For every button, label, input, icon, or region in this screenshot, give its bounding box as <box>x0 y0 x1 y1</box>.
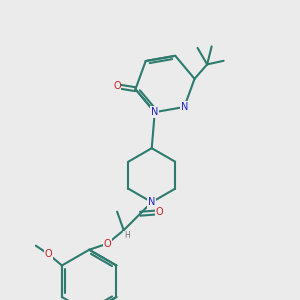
Text: N: N <box>148 197 155 207</box>
Text: N: N <box>181 102 188 112</box>
Text: O: O <box>103 239 111 249</box>
Text: N: N <box>151 107 158 117</box>
Text: O: O <box>45 249 52 259</box>
Text: O: O <box>113 81 121 91</box>
Text: O: O <box>156 207 164 217</box>
Text: H: H <box>124 231 130 240</box>
